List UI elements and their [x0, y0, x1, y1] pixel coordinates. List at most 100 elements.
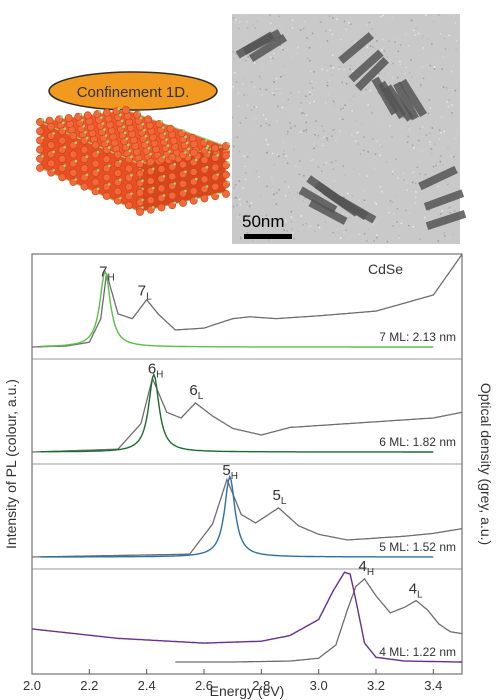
tem-grain — [342, 118, 344, 121]
tem-grain — [333, 180, 335, 182]
tem-grain — [311, 80, 313, 83]
ligand-atom — [85, 136, 89, 140]
tem-grain — [399, 60, 401, 63]
tem-grain — [358, 199, 360, 202]
tem-grain — [309, 70, 312, 73]
absorption-curve — [32, 376, 463, 453]
tem-grain — [286, 132, 289, 135]
tem-grain — [379, 15, 382, 18]
tem-grain — [265, 118, 267, 121]
tem-grain — [309, 93, 311, 96]
atom — [80, 164, 89, 173]
tem-grain — [428, 209, 430, 211]
tem-grain — [397, 50, 400, 53]
tem-grain — [380, 145, 383, 147]
tem-grain — [234, 197, 236, 199]
tem-grain — [450, 70, 453, 73]
tem-grain — [299, 29, 302, 31]
tem-grain — [419, 84, 422, 86]
tem-grain — [273, 193, 275, 195]
ligand-atom — [96, 187, 100, 191]
tem-grain — [428, 66, 431, 68]
tem-grain — [309, 59, 311, 62]
tem-grain — [242, 67, 244, 69]
tem-grain — [321, 125, 324, 127]
tem-grain — [447, 106, 450, 108]
atom — [58, 155, 67, 163]
tem-grain — [378, 73, 381, 75]
tem-grain — [314, 230, 316, 232]
tem-grain — [338, 67, 340, 70]
tem-grain — [360, 89, 363, 92]
tem-grain — [279, 92, 281, 95]
tem-grain — [311, 32, 314, 35]
tem-grain — [300, 215, 303, 217]
peak-label: 6L — [189, 382, 203, 402]
atom-lattice — [36, 106, 230, 216]
tem-grain — [397, 177, 399, 179]
peak-label: 7H — [99, 264, 115, 284]
tem-grain — [445, 181, 447, 183]
tem-grain — [284, 85, 287, 88]
tem-grain — [322, 144, 324, 147]
ligand-atom — [227, 180, 230, 184]
atom — [36, 164, 44, 172]
x-tick-label: 2.8 — [252, 678, 270, 693]
tem-grain — [235, 52, 238, 55]
tem-grain — [389, 125, 391, 127]
atom — [179, 199, 187, 207]
tem-grain — [357, 131, 359, 134]
tem-grain — [411, 181, 414, 184]
pl-curve — [40, 269, 434, 348]
tem-grain — [265, 224, 268, 226]
tem-grain — [232, 205, 235, 208]
atom — [211, 163, 220, 172]
x-axis: 2.0 2.2 2.4 2.6 2.8 3.0 3.2 3.4 — [23, 669, 442, 693]
tem-grain — [448, 206, 451, 209]
tem-grain — [265, 127, 267, 129]
tem-grain — [454, 89, 457, 92]
tem-grain — [425, 14, 427, 16]
tem-grain — [243, 14, 245, 17]
tem-grain — [246, 39, 248, 42]
tem-grain — [245, 215, 248, 218]
tem-grain — [391, 172, 394, 174]
tem-grain — [371, 112, 373, 114]
tem-grain — [291, 228, 293, 230]
tem-grain — [397, 76, 399, 79]
tem-grain — [291, 19, 294, 22]
tem-grain — [246, 232, 249, 234]
tem-grain — [443, 130, 445, 133]
tem-grain — [278, 15, 280, 18]
atom — [189, 168, 198, 176]
tem-grain — [287, 98, 290, 101]
tem-grain — [330, 64, 332, 67]
ligand-atom — [194, 177, 198, 181]
tem-grain — [250, 81, 253, 83]
tem-grain — [305, 223, 307, 225]
tem-grain — [267, 124, 269, 126]
atom — [168, 172, 177, 181]
tem-grain — [323, 136, 325, 139]
tem-grain — [335, 140, 337, 142]
absorption-curve — [32, 477, 463, 558]
tem-grain — [286, 162, 289, 164]
ligand-atom — [139, 116, 143, 120]
tem-grain — [331, 135, 333, 137]
tem-grain — [249, 166, 251, 169]
tem-grain — [417, 144, 419, 146]
tem-grain — [411, 144, 414, 147]
tem-grain — [332, 231, 334, 234]
tem-grain — [375, 236, 378, 239]
tem-grain — [333, 128, 335, 131]
tem-grain — [314, 134, 316, 136]
atom — [188, 134, 197, 142]
tem-grain — [342, 107, 344, 109]
atom — [102, 192, 111, 200]
tem-grain — [282, 73, 284, 76]
tem-grain — [302, 112, 304, 114]
tem-grain — [238, 214, 241, 216]
tem-grain — [448, 49, 450, 51]
tem-grain — [326, 65, 329, 67]
atom — [146, 177, 155, 185]
